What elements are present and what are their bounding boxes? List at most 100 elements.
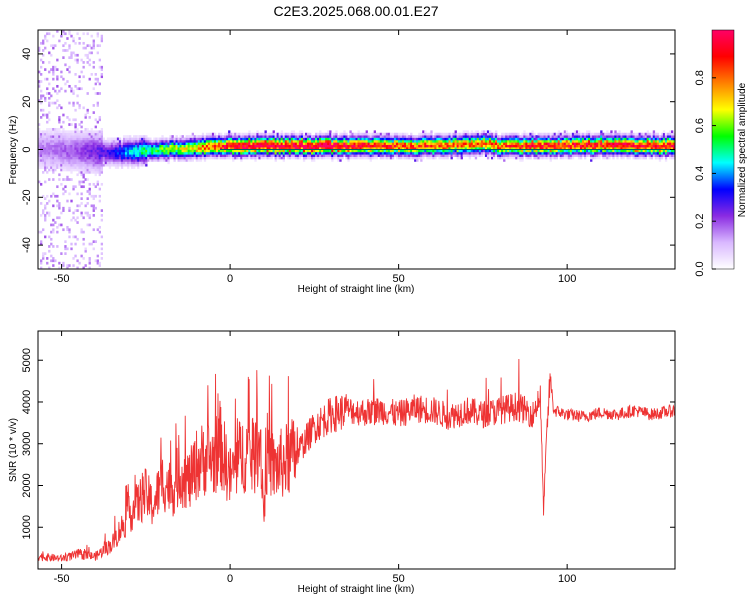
heatmap-cell — [375, 154, 379, 157]
heatmap-cell — [430, 132, 433, 136]
heatmap-cell — [78, 104, 81, 107]
heatmap-cell — [527, 135, 530, 138]
heatmap-cell — [141, 149, 144, 153]
heatmap-cell — [391, 154, 395, 157]
heatmap-cell — [88, 151, 91, 155]
heatmap-cell — [90, 34, 93, 38]
heatmap-cell — [86, 159, 89, 162]
heatmap-cell — [446, 139, 449, 143]
heatmap-cell — [369, 139, 372, 143]
heatmap-cell — [573, 149, 577, 153]
heatmap-cell — [424, 147, 427, 150]
heatmap-cell — [193, 135, 197, 138]
heatmap-cell — [549, 139, 552, 143]
heatmap-cell — [606, 142, 609, 146]
heatmap-cell — [604, 147, 607, 150]
snr-y-axis-label: SNR (10 * v/v) — [8, 418, 19, 482]
heatmap-cell — [98, 194, 101, 198]
heatmap-cell — [359, 132, 362, 136]
heatmap-cell — [590, 142, 593, 146]
heatmap-cell — [40, 65, 43, 69]
heatmap-cell — [185, 151, 188, 155]
heatmap-cell — [365, 130, 368, 134]
heatmap-cell — [270, 137, 273, 141]
heatmap-cell — [424, 142, 427, 146]
heatmap-cell — [551, 149, 554, 153]
heatmap-cell — [555, 156, 559, 160]
heatmap-cell — [306, 132, 310, 136]
heatmap-cell — [96, 228, 99, 232]
heatmap-cell — [169, 144, 172, 148]
heatmap-cell — [222, 147, 225, 150]
heatmap-cell — [488, 147, 492, 150]
heatmap-cell — [70, 168, 73, 172]
heatmap-cell — [100, 156, 104, 160]
heatmap-cell — [302, 137, 306, 141]
heatmap-cell — [268, 154, 271, 157]
heatmap-cell — [472, 139, 476, 143]
heatmap-cell — [62, 156, 65, 160]
heatmap-cell — [361, 144, 364, 148]
heatmap-cell — [573, 130, 577, 134]
heatmap-cell — [52, 144, 55, 148]
heatmap-cell — [167, 151, 170, 155]
heatmap-cell — [533, 135, 536, 138]
heatmap-cell — [460, 135, 463, 138]
heatmap-cell — [131, 139, 134, 143]
heatmap-cell — [670, 130, 674, 134]
heatmap-cell — [351, 132, 354, 136]
heatmap-cell — [80, 125, 83, 129]
heatmap-cell — [86, 154, 89, 157]
heatmap-cell — [96, 132, 99, 136]
heatmap-cell — [274, 156, 277, 160]
heatmap-cell — [634, 144, 637, 148]
heatmap-cell — [668, 130, 672, 134]
heatmap-cell — [42, 254, 45, 258]
heatmap-cell — [108, 144, 112, 148]
heatmap-cell — [82, 161, 85, 165]
heatmap-cell — [306, 139, 310, 143]
heatmap-cell — [124, 144, 128, 148]
heatmap-cell — [153, 144, 156, 148]
heatmap-cell — [420, 156, 423, 160]
heatmap-cell — [484, 132, 488, 136]
heatmap-cell — [96, 156, 99, 160]
heatmap-cell — [84, 149, 87, 153]
heatmap-cell — [604, 156, 607, 160]
heatmap-cell — [311, 159, 314, 162]
heatmap-cell — [220, 137, 223, 141]
heatmap-cell — [646, 154, 650, 157]
heatmap-cell — [422, 139, 425, 143]
heatmap-cell — [444, 144, 447, 148]
heatmap-cell — [480, 135, 484, 138]
heatmap-cell — [40, 151, 43, 155]
heatmap-cell — [404, 139, 407, 143]
heatmap-cell — [416, 142, 419, 146]
heatmap-cell — [161, 142, 164, 146]
heatmap-cell — [335, 135, 338, 138]
heatmap-cell — [126, 142, 130, 146]
heatmap-cell — [321, 144, 324, 148]
heatmap-cell — [355, 142, 358, 146]
heatmap-cell — [545, 149, 548, 153]
heatmap-cell — [155, 159, 158, 162]
heatmap-cell — [355, 149, 358, 153]
heatmap-cell — [50, 68, 53, 71]
heatmap-cell — [474, 137, 478, 141]
heatmap-cell — [448, 139, 451, 143]
heatmap-cell — [74, 118, 77, 122]
heatmap-cell — [456, 142, 459, 146]
heatmap-cell — [124, 135, 128, 138]
heatmap-cell — [343, 132, 346, 136]
heatmap-cell — [191, 144, 195, 148]
heatmap-cell — [90, 135, 93, 138]
heatmap-cell — [422, 151, 425, 155]
heatmap-cell — [76, 163, 79, 167]
heatmap-cell — [321, 151, 324, 155]
heatmap-cell — [456, 144, 459, 148]
heatmap-cell — [618, 151, 621, 155]
heatmap-cell — [203, 137, 207, 141]
heatmap-cell — [519, 154, 522, 157]
heatmap-cell — [331, 137, 334, 141]
heatmap-cell — [84, 135, 87, 138]
